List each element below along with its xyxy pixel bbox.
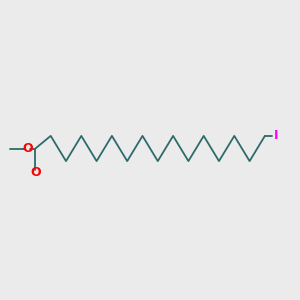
Text: I: I [274,129,279,142]
Text: O: O [22,142,33,155]
Text: O: O [30,166,41,179]
